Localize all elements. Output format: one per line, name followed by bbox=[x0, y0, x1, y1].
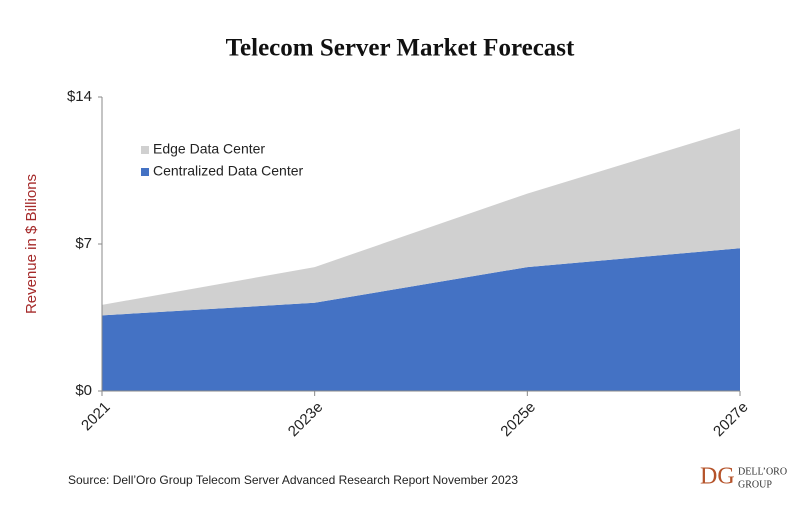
source-note: Source: Dell’Oro Group Telecom Server Ad… bbox=[68, 473, 518, 487]
y-axis-label: Revenue in $ Billions bbox=[23, 174, 40, 314]
legend-swatch bbox=[141, 146, 149, 154]
y-tick-label: $14 bbox=[67, 88, 92, 105]
area bbox=[102, 128, 740, 316]
x-tick-label: 2023e bbox=[285, 399, 327, 441]
x-tick-label: 2025e bbox=[497, 399, 539, 441]
chart-title: Telecom Server Market Forecast bbox=[226, 35, 575, 62]
y-tick-label: $7 bbox=[75, 235, 92, 252]
legend-label: Centralized Data Center bbox=[153, 163, 304, 179]
legend-label: Edge Data Center bbox=[153, 141, 265, 157]
x-tick-label: 2021 bbox=[78, 399, 114, 435]
y-tick-label: $0 bbox=[75, 382, 92, 399]
logo-name: DELL’ORO bbox=[738, 466, 787, 477]
area bbox=[102, 248, 740, 391]
logo-sub: GROUP bbox=[738, 479, 772, 490]
logo-mark: DG bbox=[700, 464, 735, 490]
x-tick-label: 2027e bbox=[710, 399, 752, 441]
legend-swatch bbox=[141, 168, 149, 176]
